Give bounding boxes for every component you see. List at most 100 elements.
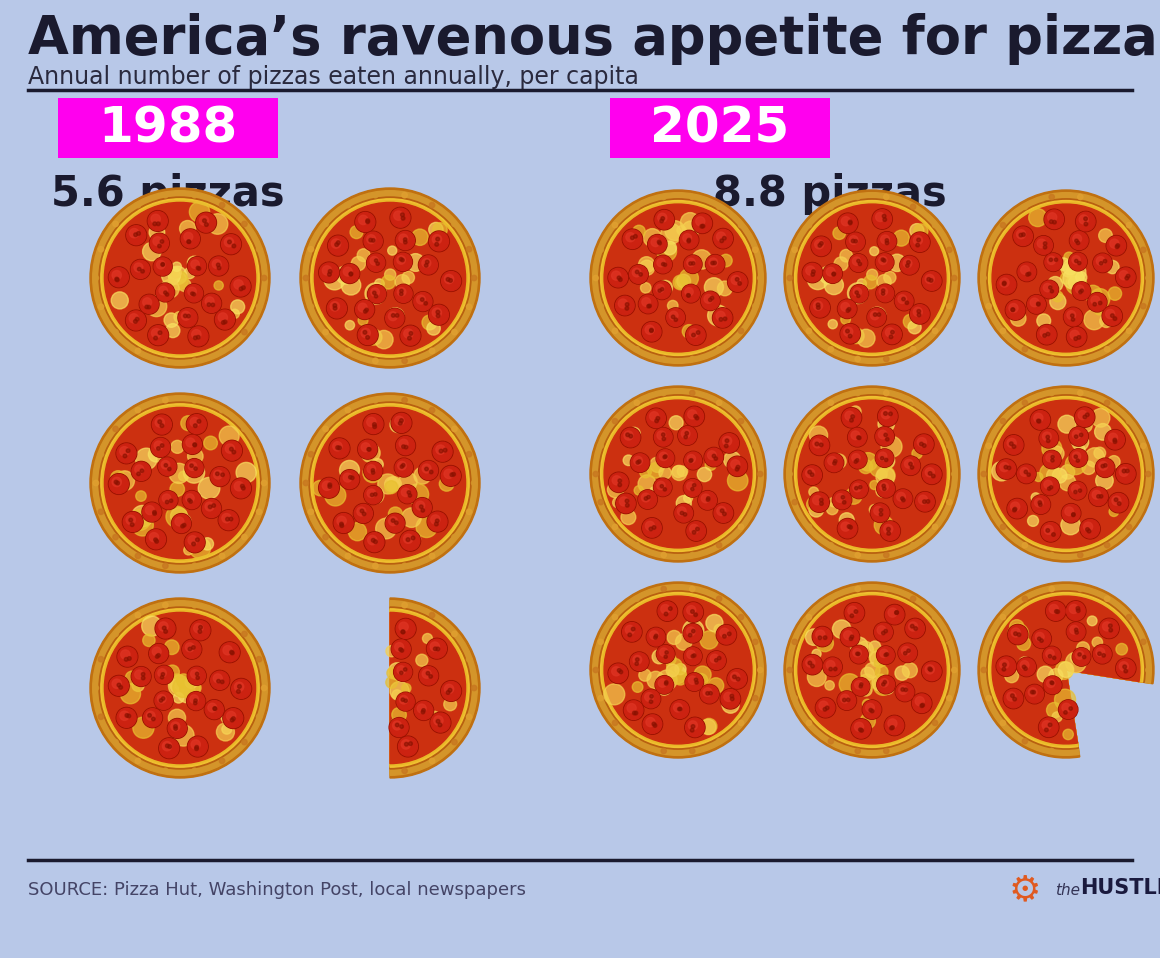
Circle shape — [675, 504, 693, 522]
Circle shape — [696, 331, 699, 334]
Circle shape — [849, 419, 854, 422]
Circle shape — [1044, 480, 1052, 489]
Text: America’s ravenous appetite for pizza: America’s ravenous appetite for pizza — [28, 13, 1158, 65]
Circle shape — [184, 267, 195, 279]
Circle shape — [109, 474, 129, 493]
Circle shape — [314, 202, 465, 354]
Circle shape — [795, 200, 949, 355]
Circle shape — [162, 563, 168, 568]
Circle shape — [1049, 654, 1052, 658]
Circle shape — [420, 667, 437, 685]
Circle shape — [1070, 253, 1087, 270]
Circle shape — [186, 533, 204, 552]
Circle shape — [803, 654, 822, 674]
Circle shape — [409, 331, 413, 335]
Circle shape — [1074, 407, 1095, 427]
Circle shape — [686, 718, 704, 737]
Circle shape — [674, 318, 677, 322]
Circle shape — [401, 563, 407, 568]
Circle shape — [157, 653, 160, 657]
Circle shape — [196, 335, 200, 339]
Circle shape — [825, 681, 834, 690]
Circle shape — [412, 229, 428, 245]
Circle shape — [159, 490, 177, 510]
Circle shape — [322, 535, 328, 539]
Circle shape — [1095, 458, 1115, 477]
Circle shape — [695, 417, 698, 420]
Circle shape — [399, 486, 416, 503]
Circle shape — [361, 444, 380, 463]
Circle shape — [1016, 465, 1036, 484]
Circle shape — [319, 262, 340, 283]
Circle shape — [376, 518, 397, 538]
Circle shape — [926, 468, 934, 477]
Circle shape — [1005, 689, 1023, 708]
Circle shape — [406, 537, 409, 541]
Circle shape — [694, 415, 697, 418]
Circle shape — [224, 709, 242, 728]
Circle shape — [181, 416, 196, 431]
Circle shape — [1042, 478, 1058, 494]
Circle shape — [438, 723, 442, 727]
Circle shape — [189, 537, 211, 559]
Circle shape — [818, 636, 821, 640]
Circle shape — [401, 193, 407, 198]
Circle shape — [191, 603, 197, 607]
Circle shape — [1063, 260, 1078, 275]
Circle shape — [1046, 529, 1050, 533]
Circle shape — [312, 480, 328, 496]
Circle shape — [1037, 240, 1046, 248]
Circle shape — [194, 467, 197, 470]
Circle shape — [699, 684, 719, 704]
Circle shape — [382, 275, 396, 289]
Circle shape — [876, 253, 894, 271]
Circle shape — [694, 666, 711, 683]
Circle shape — [325, 485, 346, 506]
Circle shape — [842, 408, 861, 427]
Circle shape — [433, 308, 442, 317]
Circle shape — [654, 255, 672, 274]
Circle shape — [181, 230, 200, 248]
Circle shape — [391, 518, 394, 522]
Circle shape — [421, 509, 425, 513]
Circle shape — [137, 472, 140, 476]
Circle shape — [803, 655, 821, 674]
Circle shape — [682, 285, 699, 302]
Circle shape — [367, 235, 376, 243]
Circle shape — [1082, 655, 1086, 659]
Circle shape — [825, 276, 843, 295]
Circle shape — [425, 468, 428, 470]
Circle shape — [422, 670, 432, 678]
Circle shape — [404, 534, 413, 543]
Circle shape — [914, 627, 918, 630]
Circle shape — [854, 609, 857, 613]
Circle shape — [665, 682, 668, 685]
Circle shape — [877, 626, 886, 634]
Circle shape — [933, 419, 937, 423]
Circle shape — [256, 246, 262, 252]
Circle shape — [1049, 446, 1064, 461]
Circle shape — [899, 686, 907, 695]
Circle shape — [670, 700, 689, 719]
Circle shape — [933, 329, 937, 333]
Circle shape — [684, 603, 703, 622]
Circle shape — [817, 634, 833, 651]
Circle shape — [684, 451, 702, 469]
Circle shape — [880, 521, 900, 541]
Circle shape — [168, 266, 187, 285]
Circle shape — [820, 502, 824, 506]
Circle shape — [188, 256, 201, 270]
Circle shape — [691, 262, 695, 265]
Circle shape — [176, 673, 190, 688]
Circle shape — [641, 493, 650, 502]
Circle shape — [1126, 274, 1130, 278]
Circle shape — [947, 247, 952, 253]
Circle shape — [361, 329, 370, 337]
Circle shape — [884, 629, 887, 633]
Circle shape — [1076, 609, 1080, 612]
Circle shape — [394, 285, 413, 303]
Circle shape — [1070, 331, 1079, 339]
Circle shape — [1075, 240, 1079, 242]
Circle shape — [658, 214, 667, 222]
Circle shape — [623, 455, 633, 466]
